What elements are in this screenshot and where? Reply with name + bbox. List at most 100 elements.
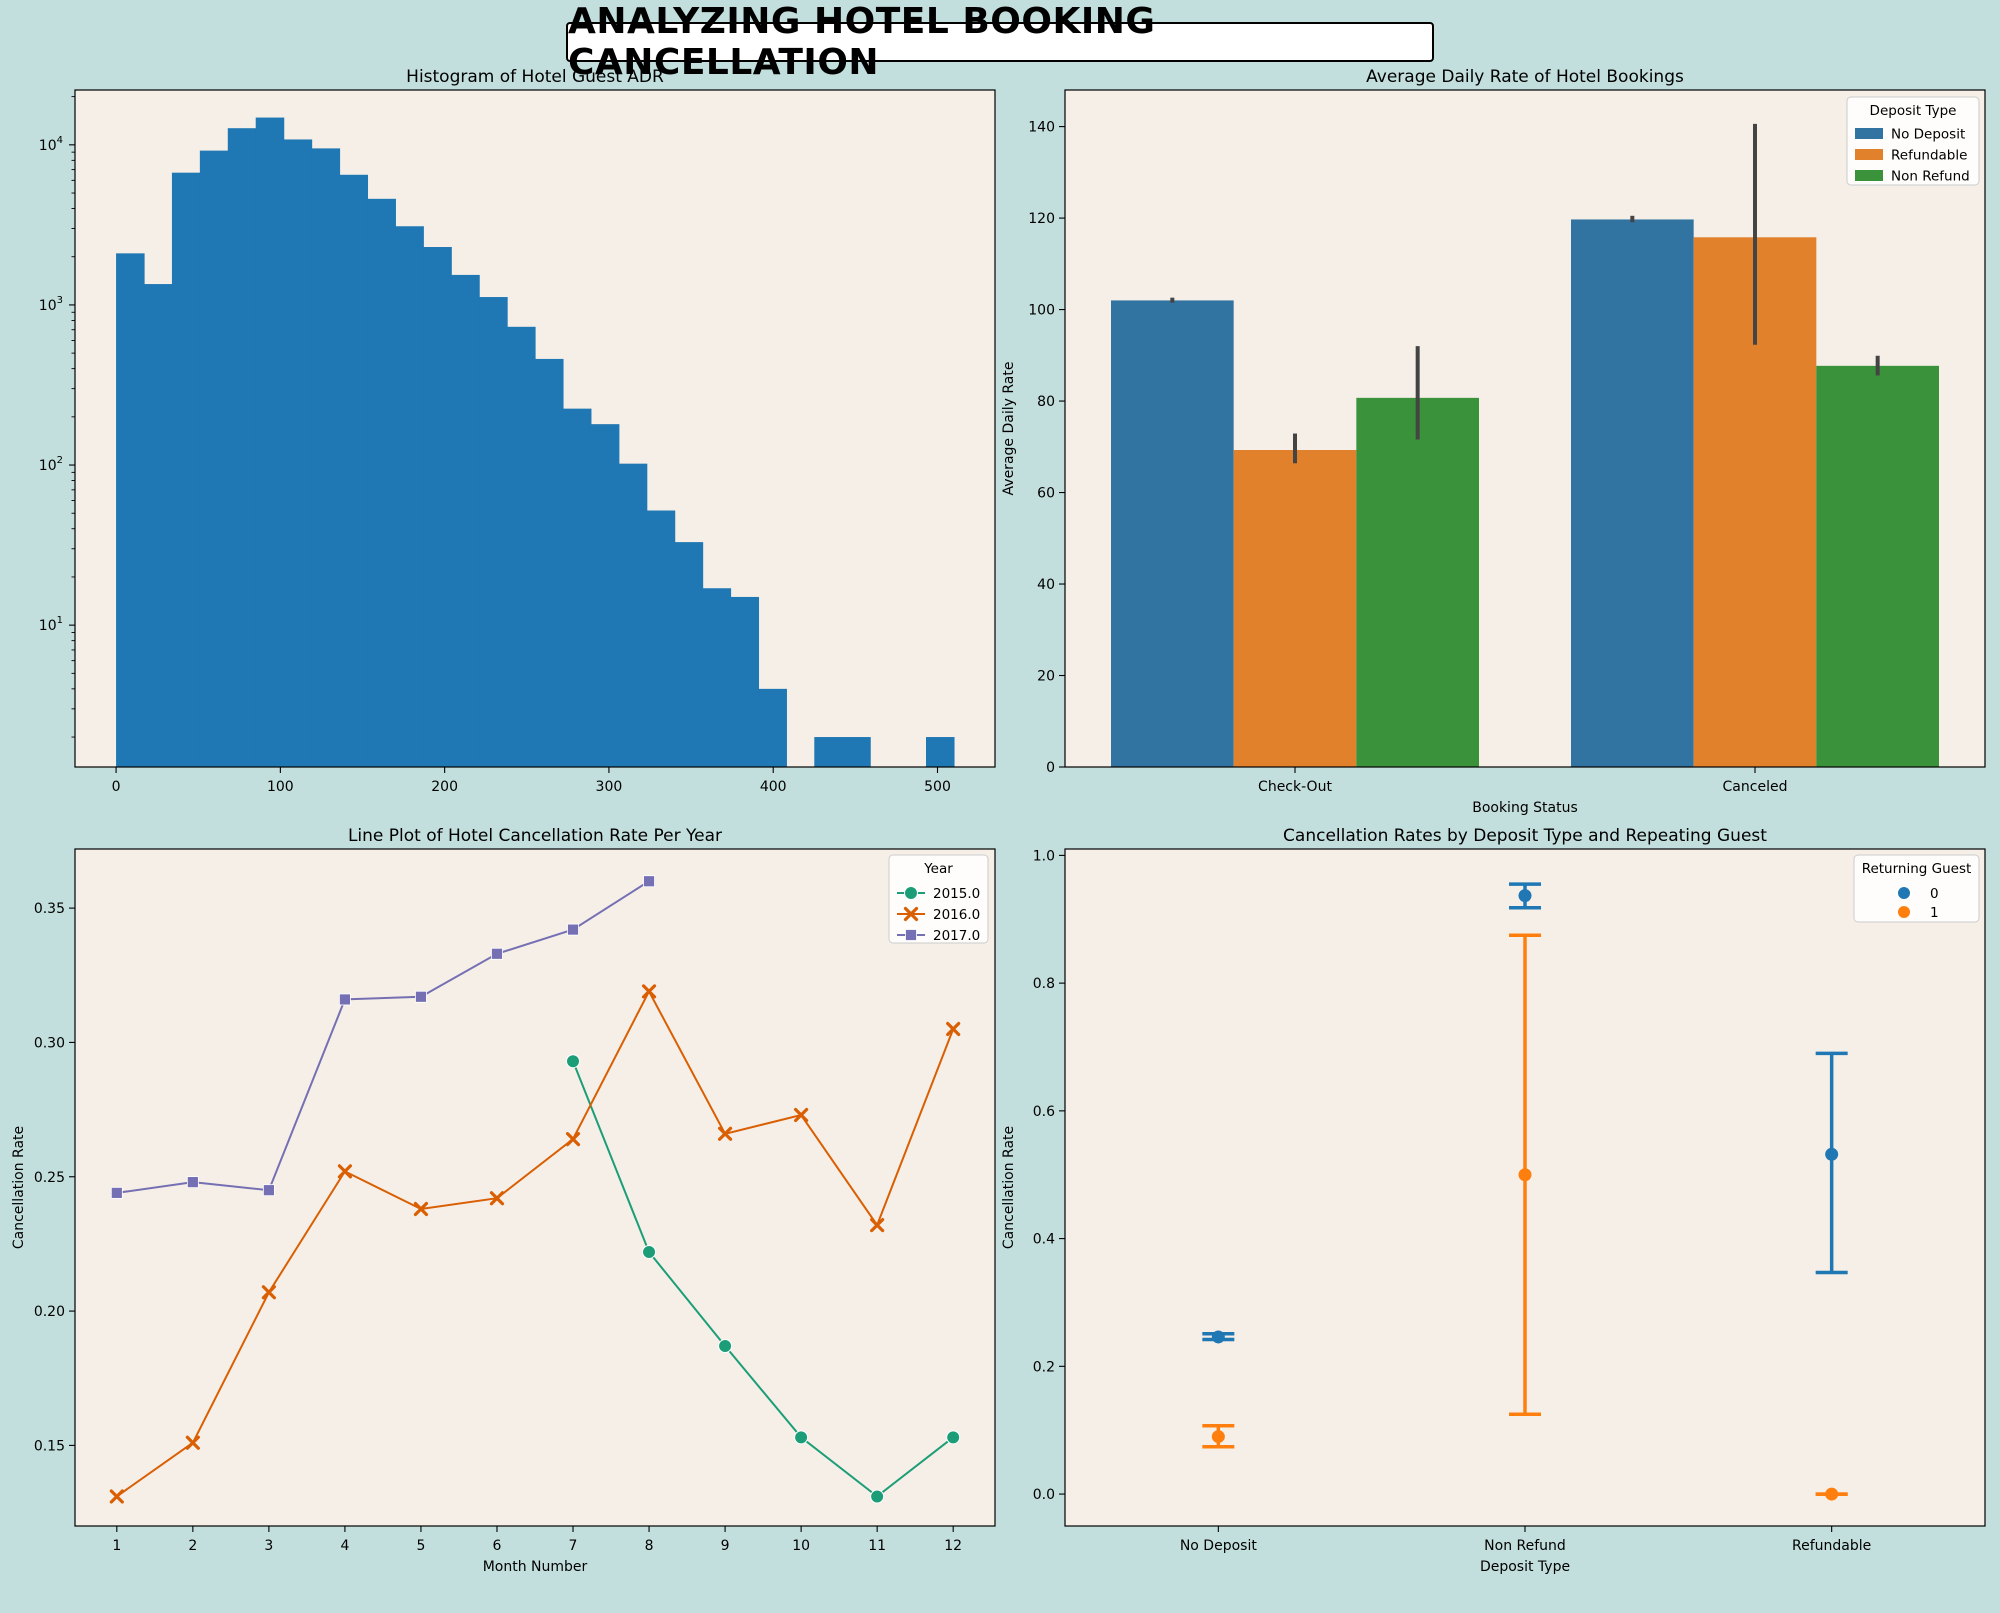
y-tick-label: 0.6 [1033, 1104, 1055, 1120]
histogram-bar [451, 274, 480, 767]
axes-frame [1064, 89, 1986, 768]
histogram-bar [674, 542, 704, 767]
axes-frame [1064, 848, 1986, 1527]
data-point [870, 1218, 885, 1233]
x-tick-label: 2 [188, 1538, 197, 1554]
plot-area [75, 849, 995, 1526]
axes-frame [74, 848, 996, 1527]
data-point [186, 1176, 199, 1189]
histogram-bar [814, 737, 843, 767]
y-axis-label: Average Daily Rate [1001, 362, 1017, 496]
y-tick-label: 0.25 [34, 1170, 65, 1186]
legend-marker [903, 906, 919, 922]
chart-title: Average Daily Rate of Hotel Bookings [1366, 67, 1684, 87]
y-tick-label: 0 [1046, 760, 1055, 776]
data-point [1518, 1168, 1532, 1182]
histogram-bar [562, 408, 592, 767]
figure-title-box: ANALYZING HOTEL BOOKING CANCELLATION [566, 1, 1434, 83]
legend-marker [1898, 887, 1910, 899]
bar [1816, 365, 1939, 767]
legend-marker [904, 886, 918, 900]
data-point [565, 1132, 581, 1147]
chart-title: Line Plot of Hotel Cancellation Rate Per… [348, 826, 722, 846]
y-tick-label: 1.0 [1033, 848, 1055, 864]
x-tick-label: Check-Out [1258, 779, 1332, 795]
data-point [641, 984, 657, 999]
y-axis-label: Cancellation Rate [11, 1126, 27, 1249]
histogram-bar [395, 226, 424, 768]
chart-title: Histogram of Hotel Guest ADR [406, 67, 664, 87]
histogram-bar [842, 737, 871, 767]
data-point [491, 947, 503, 960]
x-axis-label: Booking Status [1472, 800, 1578, 816]
legend-label: 1 [1930, 905, 1939, 921]
histogram-bar [758, 688, 787, 767]
x-tick-label: 6 [493, 1538, 502, 1554]
y-tick-label: 100 [1028, 303, 1055, 319]
series-line [572, 1060, 954, 1498]
legend-label: Non Refund [1891, 169, 1970, 185]
x-tick-label: 300 [596, 779, 623, 795]
y-axis-label: Cancellation Rate [1001, 1126, 1017, 1249]
y-tick-label: 0.4 [1033, 1232, 1055, 1248]
x-tick-label: No Deposit [1180, 1538, 1258, 1554]
y-tick-label: 40 [1037, 577, 1055, 593]
histogram-bar [618, 463, 648, 767]
data-point [946, 1430, 961, 1445]
data-point [566, 1054, 581, 1069]
y-tick-label: 0.35 [34, 901, 65, 917]
x-tick-label: 5 [416, 1538, 425, 1554]
y-tick-label: 0.8 [1033, 976, 1055, 992]
x-tick-label: 200 [431, 779, 458, 795]
y-tick-label: 104 [39, 135, 63, 154]
histogram-bar [590, 424, 620, 767]
legend-swatch [1855, 170, 1883, 181]
adr-bar-chart: Check-Out Canceled 0 20 40 60 80 100 120 140 Avera… [1001, 67, 1986, 816]
bar [1356, 397, 1479, 767]
bar [1111, 300, 1234, 767]
histogram-bar [423, 247, 452, 768]
bar [1233, 449, 1357, 767]
data-point [109, 1489, 124, 1504]
legend-title: Deposit Type [1870, 103, 1957, 119]
data-point [1211, 1330, 1225, 1344]
histogram-bar [339, 174, 369, 768]
x-tick-label: 4 [340, 1538, 349, 1554]
y-tick-label: 140 [1028, 120, 1055, 136]
x-axis-label: Month Number [483, 1559, 588, 1575]
histogram-bar [367, 198, 396, 767]
x-tick-label: 400 [760, 779, 787, 795]
histogram-bar [227, 128, 257, 768]
y-tick-label: 80 [1037, 394, 1055, 410]
legend-label: Refundable [1891, 148, 1967, 164]
legend-title: Returning Guest [1862, 861, 1972, 877]
data-point [1825, 1487, 1839, 1501]
legend-box [888, 854, 989, 944]
chart-title: Cancellation Rates by Deposit Type and R… [1283, 826, 1767, 846]
data-point [1211, 1430, 1225, 1444]
x-tick-label: 100 [267, 779, 294, 795]
histogram-bar [646, 510, 676, 767]
data-point [946, 1021, 961, 1037]
histogram-bar [116, 253, 145, 768]
data-point [870, 1489, 885, 1504]
legend-title: Year [923, 861, 953, 877]
y-tick-label: 0.0 [1033, 1487, 1055, 1503]
data-point [339, 993, 351, 1006]
legend-box [1853, 854, 1980, 923]
y-tick-label: 0.20 [34, 1304, 65, 1320]
data-point [262, 1184, 275, 1197]
y-tick-label: 102 [39, 455, 63, 474]
legend-box [1846, 96, 1980, 186]
data-point [794, 1430, 809, 1445]
histogram-bar [507, 326, 536, 767]
x-tick-label: 10 [792, 1538, 810, 1554]
histogram-bar [144, 284, 173, 767]
x-tick-label: Non Refund [1484, 1538, 1566, 1554]
data-point [567, 923, 579, 936]
x-tick-label: 1 [112, 1538, 121, 1554]
data-point [794, 1107, 809, 1123]
histogram-bar [199, 150, 229, 767]
legend-swatch [1855, 128, 1883, 139]
y-tick-label: 0.2 [1033, 1359, 1055, 1375]
